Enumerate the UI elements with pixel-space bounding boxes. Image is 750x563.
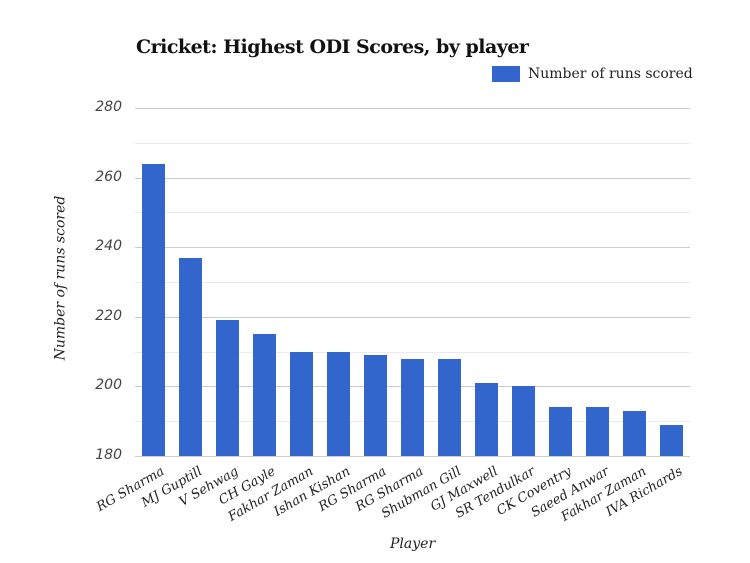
chart-title: Cricket: Highest ODI Scores, by player: [136, 36, 529, 58]
bar[interactable]: [512, 386, 535, 456]
bar[interactable]: [586, 407, 609, 456]
gridline: [135, 456, 690, 457]
legend-swatch: [492, 66, 520, 82]
y-tick-label: 240: [95, 238, 122, 255]
plot-area: [135, 108, 690, 457]
gridline: [135, 282, 690, 283]
bar[interactable]: [475, 382, 498, 456]
gridline: [135, 177, 690, 179]
bar[interactable]: [438, 358, 461, 456]
y-tick-label: 180: [95, 447, 122, 463]
y-tick-label: 280: [95, 99, 122, 115]
x-axis-title: Player: [390, 536, 436, 552]
y-tick-label: 200: [95, 377, 122, 394]
gridline: [135, 247, 690, 249]
bar[interactable]: [216, 320, 239, 456]
bar[interactable]: [623, 410, 646, 456]
bar[interactable]: [290, 351, 313, 456]
bar[interactable]: [327, 351, 350, 456]
bar[interactable]: [179, 257, 202, 456]
legend: Number of runs scored: [492, 66, 693, 82]
bar[interactable]: [549, 407, 572, 456]
bar[interactable]: [142, 163, 165, 456]
bar[interactable]: [364, 355, 387, 456]
gridline: [135, 142, 690, 144]
bar[interactable]: [401, 358, 424, 456]
gridline: [135, 316, 690, 318]
y-tick-label: 220: [95, 307, 122, 324]
gridline: [135, 212, 690, 214]
legend-label: Number of runs scored: [528, 66, 693, 82]
bar[interactable]: [660, 424, 683, 456]
bar[interactable]: [253, 334, 276, 456]
gridline: [135, 108, 690, 109]
y-axis-title: Number of runs scored: [52, 195, 69, 361]
gridline: [135, 351, 690, 353]
y-tick-label: 260: [95, 168, 122, 185]
